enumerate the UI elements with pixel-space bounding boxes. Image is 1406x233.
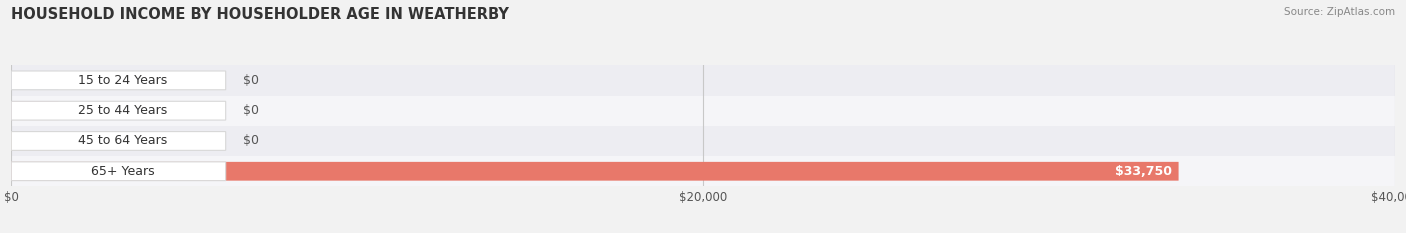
Text: $0: $0 xyxy=(243,74,259,87)
FancyBboxPatch shape xyxy=(11,126,1395,156)
Text: 25 to 44 Years: 25 to 44 Years xyxy=(79,104,167,117)
FancyBboxPatch shape xyxy=(11,71,226,90)
Text: 15 to 24 Years: 15 to 24 Years xyxy=(79,74,167,87)
FancyBboxPatch shape xyxy=(11,71,59,90)
Text: Source: ZipAtlas.com: Source: ZipAtlas.com xyxy=(1284,7,1395,17)
Text: 65+ Years: 65+ Years xyxy=(91,165,155,178)
FancyBboxPatch shape xyxy=(11,162,226,181)
FancyBboxPatch shape xyxy=(11,132,59,150)
Text: $0: $0 xyxy=(243,104,259,117)
FancyBboxPatch shape xyxy=(11,101,226,120)
FancyBboxPatch shape xyxy=(11,156,1395,186)
FancyBboxPatch shape xyxy=(11,132,226,150)
Text: $33,750: $33,750 xyxy=(1115,165,1171,178)
FancyBboxPatch shape xyxy=(11,162,1178,181)
Text: $0: $0 xyxy=(243,134,259,147)
FancyBboxPatch shape xyxy=(11,101,59,120)
Text: 45 to 64 Years: 45 to 64 Years xyxy=(79,134,167,147)
FancyBboxPatch shape xyxy=(11,96,1395,126)
FancyBboxPatch shape xyxy=(11,65,1395,96)
Text: HOUSEHOLD INCOME BY HOUSEHOLDER AGE IN WEATHERBY: HOUSEHOLD INCOME BY HOUSEHOLDER AGE IN W… xyxy=(11,7,509,22)
